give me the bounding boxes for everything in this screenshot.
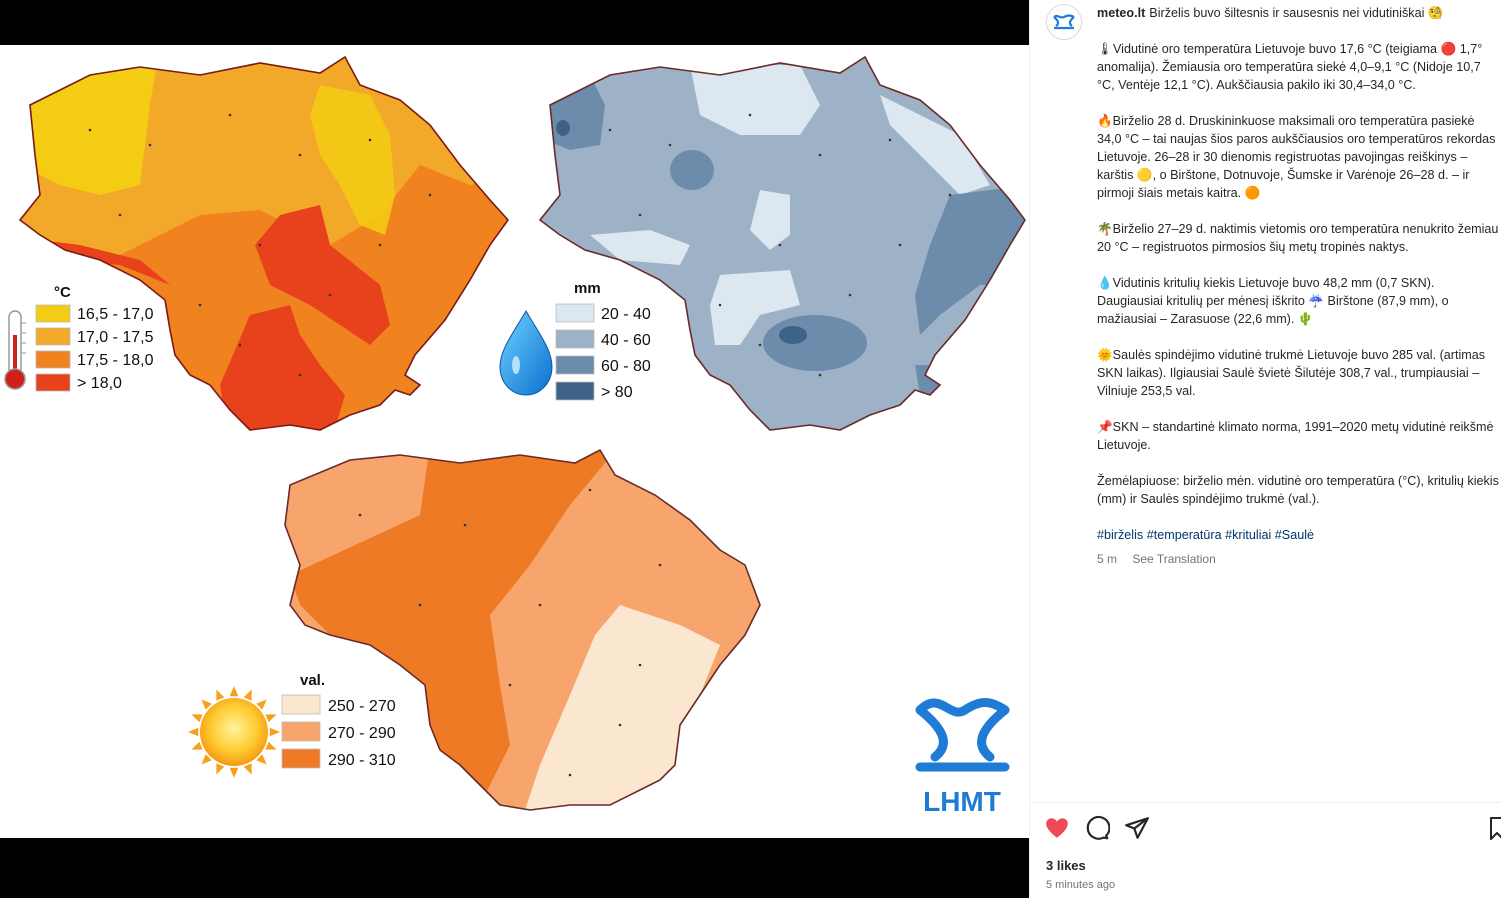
temperature-legend-title: °C — [54, 284, 71, 301]
sunshine-legend-swatch — [281, 721, 321, 742]
water-drop-icon — [499, 310, 553, 396]
climate-maps-image: °C 16,5 - 17,0 17,0 - 17,5 17,5 - 18,0 > 18… — [0, 45, 1029, 838]
caption-paragraph: 🌴Birželio 27–29 d. naktimis vietomis oro… — [1097, 222, 1499, 254]
maps-svg: °C 16,5 - 17,0 17,0 - 17,5 17,5 - 18,0 > 18… — [4, 55, 1026, 817]
post-timestamp: 5 minutes ago — [1046, 879, 1116, 891]
precipitation-legend-swatch — [555, 355, 595, 375]
sun-ray — [191, 714, 203, 723]
meteo-logo-icon — [1053, 14, 1075, 30]
sun-ray — [269, 727, 280, 737]
temperature-legend-label: 16,5 - 17,0 — [77, 306, 154, 323]
sun-ray — [243, 763, 252, 775]
precipitation-legend-label: 20 - 40 — [601, 306, 651, 323]
action-bar: 3 likes 5 minutes ago — [1030, 802, 1501, 899]
lhmt-logo-text: LHMT — [923, 786, 1001, 817]
caption-meta: 5 m See Translation — [1097, 550, 1499, 568]
hashtags[interactable]: #birželis #temperatūra #krituliai #Saulė — [1097, 528, 1315, 542]
caption-paragraph: Žemėlapiuose: birželio mėn. vidutinė oro… — [1097, 474, 1499, 506]
precipitation-legend-label: > 80 — [601, 384, 633, 401]
sunshine-legend-label: 250 - 270 — [328, 698, 396, 715]
share-icon[interactable] — [1124, 815, 1150, 841]
username-link[interactable]: meteo.lt — [1097, 6, 1146, 20]
post-media[interactable]: °C 16,5 - 17,0 17,0 - 17,5 17,5 - 18,0 > 18… — [0, 0, 1029, 898]
sun-icon — [188, 686, 280, 778]
temperature-legend: °C 16,5 - 17,0 17,0 - 17,5 17,5 - 18,0 > 18… — [4, 284, 154, 392]
sun-ray — [256, 699, 267, 710]
temperature-legend-swatch — [35, 373, 71, 392]
temperature-legend-label: > 18,0 — [77, 375, 122, 392]
caption-paragraph: 🔥Birželio 28 d. Druskininkuose maksimali… — [1097, 114, 1496, 200]
precipitation-map — [538, 55, 1026, 431]
sunshine-legend-swatch — [281, 694, 321, 715]
precipitation-legend-swatch — [555, 329, 595, 349]
caption-paragraph: 💧Vidutinis kritulių kiekis Lietuvoje buv… — [1097, 276, 1449, 326]
see-translation-link[interactable]: See Translation — [1132, 552, 1216, 566]
sun-ray — [201, 754, 212, 765]
temperature-legend-label: 17,0 - 17,5 — [77, 329, 154, 346]
sun-ray — [229, 686, 239, 697]
sunshine-legend: val. 250 - 270 270 - 290 290 - 310 — [188, 672, 396, 778]
temperature-legend-label: 17,5 - 18,0 — [77, 352, 154, 369]
sun-ray — [188, 727, 199, 737]
likes-count[interactable]: 3 likes — [1046, 858, 1086, 873]
caption-paragraph: 🌞Saulės spindėjimo vidutinė trukmė Lietu… — [1097, 348, 1486, 398]
sun-ray — [265, 741, 277, 750]
sun-ray — [201, 699, 212, 710]
sun-ray — [191, 741, 203, 750]
sun-ray — [216, 689, 225, 701]
precipitation-legend-title: mm — [574, 280, 601, 297]
caption-headline: Birželis buvo šiltesnis ir sausesnis nei… — [1149, 6, 1444, 20]
post-sidebar: meteo.lt Birželis buvo šiltesnis ir sause… — [1029, 0, 1501, 898]
precipitation-legend: mm 20 - 40 40 - 60 60 - 80 > 80 — [499, 280, 651, 401]
caption-paragraph: 🌡Vidutinė oro temperatūra Lietuvoje buvo… — [1097, 42, 1483, 92]
precipitation-legend-swatch — [555, 381, 595, 401]
sun-ray — [265, 714, 277, 723]
save-bookmark-icon[interactable] — [1490, 817, 1501, 841]
comment-icon[interactable] — [1084, 815, 1110, 841]
sun-ray — [229, 767, 239, 778]
sunshine-legend-label: 290 - 310 — [328, 752, 396, 769]
lhmt-logo: LHMT — [915, 698, 1010, 817]
sunshine-legend-title: val. — [300, 672, 325, 689]
sun-ray — [256, 754, 267, 765]
precipitation-legend-label: 60 - 80 — [601, 358, 651, 375]
sunshine-legend-swatch — [281, 748, 321, 769]
temperature-legend-swatch — [35, 350, 71, 369]
sunshine-legend-label: 270 - 290 — [328, 725, 396, 742]
sun-ray — [243, 689, 252, 701]
temperature-legend-swatch — [35, 304, 71, 323]
post-age: 5 m — [1097, 552, 1118, 566]
avatar[interactable] — [1046, 4, 1082, 40]
like-heart-icon[interactable] — [1044, 815, 1070, 841]
precipitation-legend-label: 40 - 60 — [601, 332, 651, 349]
caption-paragraph: 📌SKN – standartinė klimato norma, 1991–2… — [1097, 420, 1494, 452]
post-caption: meteo.lt Birželis buvo šiltesnis ir sause… — [1097, 4, 1499, 568]
temperature-legend-swatch — [35, 327, 71, 346]
sun-ray — [216, 763, 225, 775]
precipitation-legend-swatch — [555, 303, 595, 323]
thermometer-icon — [4, 310, 26, 390]
